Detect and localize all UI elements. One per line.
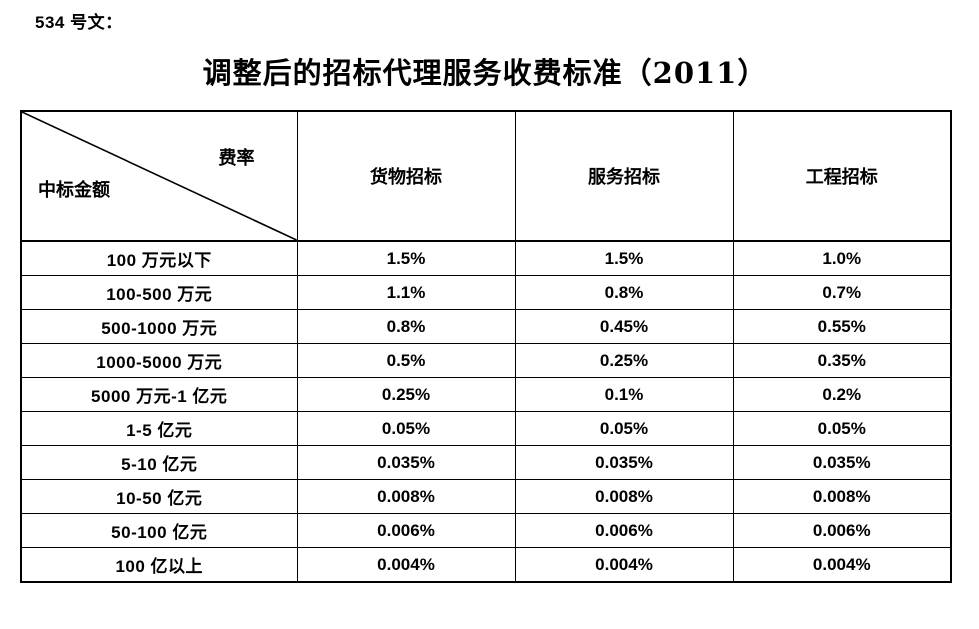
diagonal-divider-line	[22, 112, 297, 240]
amount-range-cell: 100 亿以上	[20, 547, 298, 583]
amount-range-cell: 1-5 亿元	[20, 411, 298, 446]
amount-range-cell: 5000 万元-1 亿元	[20, 377, 298, 412]
rate-cell: 0.05%	[732, 411, 952, 446]
rate-cell: 0.2%	[732, 377, 952, 412]
amount-range-cell: 50-100 亿元	[20, 513, 298, 548]
table-row: 1-5 亿元 0.05% 0.05% 0.05%	[20, 411, 952, 446]
rate-cell: 0.05%	[296, 411, 516, 446]
table-row: 5000 万元-1 亿元 0.25% 0.1% 0.2%	[20, 377, 952, 412]
amount-range-cell: 1000-5000 万元	[20, 343, 298, 378]
amount-range-cell: 100 万元以下	[20, 240, 298, 276]
corner-label-fee-rate: 费率	[218, 148, 255, 169]
rate-cell: 0.8%	[514, 275, 734, 310]
table-row: 1000-5000 万元 0.5% 0.25% 0.35%	[20, 343, 952, 378]
rate-cell: 0.006%	[732, 513, 952, 548]
rate-cell: 0.035%	[732, 445, 952, 480]
rate-cell: 0.008%	[514, 479, 734, 514]
rate-cell: 0.1%	[514, 377, 734, 412]
rate-cell: 0.035%	[514, 445, 734, 480]
rate-cell: 0.008%	[296, 479, 516, 514]
column-header-service-bidding: 服务招标	[514, 110, 734, 242]
rate-cell: 0.45%	[514, 309, 734, 344]
rate-cell: 0.006%	[514, 513, 734, 548]
table-row: 10-50 亿元 0.008% 0.008% 0.008%	[20, 479, 952, 514]
rate-cell: 1.5%	[514, 240, 734, 276]
amount-range-cell: 5-10 亿元	[20, 445, 298, 480]
column-header-goods-bidding: 货物招标	[296, 110, 516, 242]
amount-range-cell: 500-1000 万元	[20, 309, 298, 344]
rate-cell: 0.004%	[514, 547, 734, 583]
column-header-engineering-bidding: 工程招标	[732, 110, 952, 242]
header-row: 费率 中标金额 货物招标 服务招标 工程招标	[20, 110, 952, 242]
rate-cell: 0.004%	[732, 547, 952, 583]
rate-cell: 1.1%	[296, 275, 516, 310]
fee-rate-table: 费率 中标金额 货物招标 服务招标 工程招标 100 万元以下 1.5% 1.5…	[20, 110, 952, 583]
amount-range-cell: 100-500 万元	[20, 275, 298, 310]
rate-cell: 0.05%	[514, 411, 734, 446]
rate-cell: 0.035%	[296, 445, 516, 480]
rate-cell: 0.55%	[732, 309, 952, 344]
rate-cell: 0.004%	[296, 547, 516, 583]
rate-cell: 1.5%	[296, 240, 516, 276]
table-row: 5-10 亿元 0.035% 0.035% 0.035%	[20, 445, 952, 480]
rate-cell: 1.0%	[732, 240, 952, 276]
rate-cell: 0.008%	[732, 479, 952, 514]
rate-cell: 0.5%	[296, 343, 516, 378]
table-row: 50-100 亿元 0.006% 0.006% 0.006%	[20, 513, 952, 548]
amount-range-cell: 10-50 亿元	[20, 479, 298, 514]
diagonal-corner-cell: 费率 中标金额	[20, 110, 298, 242]
rate-cell: 0.35%	[732, 343, 952, 378]
page-title: 调整后的招标代理服务收费标准（2011）	[202, 56, 768, 90]
table-row: 100-500 万元 1.1% 0.8% 0.7%	[20, 275, 952, 310]
table-row: 500-1000 万元 0.8% 0.45% 0.55%	[20, 309, 952, 344]
table-row: 100 亿以上 0.004% 0.004% 0.004%	[20, 547, 952, 583]
rate-cell: 0.25%	[296, 377, 516, 412]
table-row: 100 万元以下 1.5% 1.5% 1.0%	[20, 240, 952, 276]
doc-reference-label: 534 号文：	[35, 13, 123, 32]
rate-cell: 0.8%	[296, 309, 516, 344]
rate-cell: 0.7%	[732, 275, 952, 310]
rate-cell: 0.25%	[514, 343, 734, 378]
corner-label-bid-amount: 中标金额	[38, 180, 110, 201]
rate-cell: 0.006%	[296, 513, 516, 548]
